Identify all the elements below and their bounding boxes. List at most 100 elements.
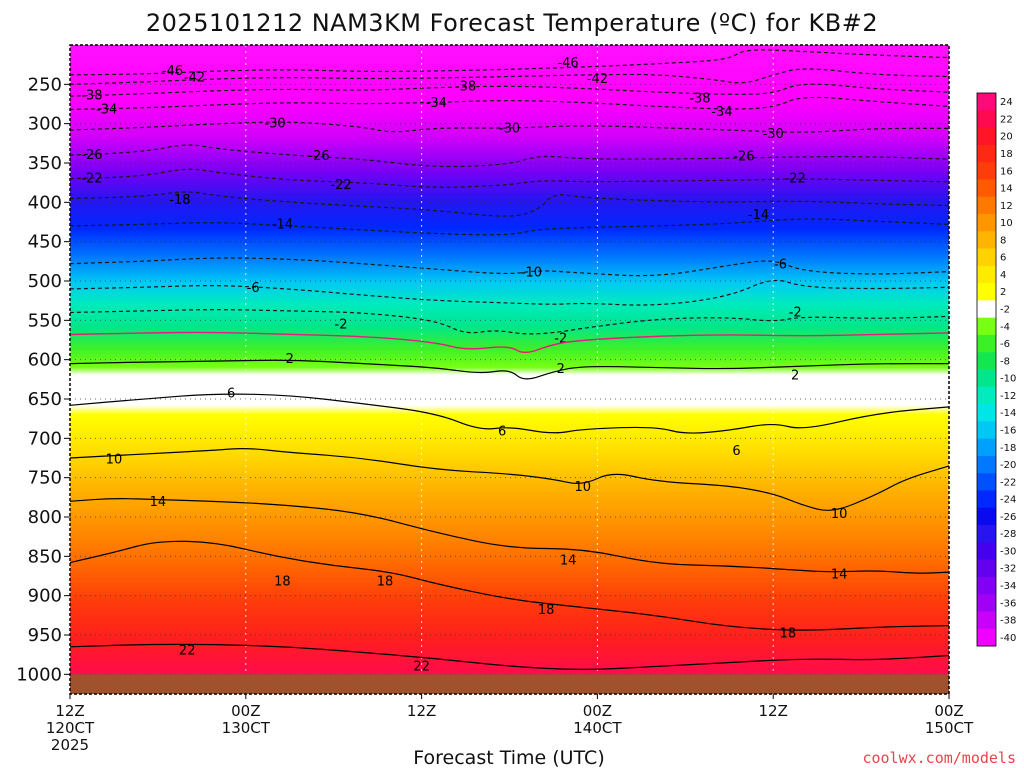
colorbar-swatch bbox=[977, 162, 996, 180]
colorbar-tick-label: 16 bbox=[1000, 166, 1013, 177]
colorbar-tick-label: 6 bbox=[1000, 253, 1006, 264]
contour-label: -22 bbox=[785, 172, 806, 187]
colorbar-tick-label: -22 bbox=[1000, 477, 1016, 488]
colorbar-swatch bbox=[977, 386, 996, 405]
contour-label: 18 bbox=[377, 575, 394, 590]
colorbar-swatch bbox=[977, 196, 996, 215]
colorbar-tick-label: -38 bbox=[1000, 616, 1016, 627]
contour-label: 14 bbox=[560, 553, 577, 568]
colorbar-tick-label: 22 bbox=[1000, 114, 1013, 125]
contour-label: -26 bbox=[733, 150, 754, 165]
colorbar-swatch bbox=[977, 369, 996, 388]
colorbar-swatch bbox=[977, 265, 996, 284]
colorbar-tick-label: 12 bbox=[1000, 201, 1013, 212]
y-tick-label: 750 bbox=[28, 468, 62, 489]
x-tick-label: 12Z bbox=[759, 702, 788, 720]
colorbar-swatch bbox=[977, 300, 996, 319]
colorbar-tick-label: -20 bbox=[1000, 460, 1016, 471]
contour-label: -46 bbox=[162, 64, 183, 79]
colorbar-swatch bbox=[977, 507, 996, 526]
y-tick-label: 800 bbox=[28, 507, 62, 528]
contour-label: -38 bbox=[689, 91, 710, 106]
y-tick-label: 350 bbox=[28, 153, 62, 174]
colorbar-swatch bbox=[977, 490, 996, 509]
colorbar-tick-label: -14 bbox=[1000, 408, 1016, 419]
colorbar-tick-label: -2 bbox=[1000, 305, 1010, 316]
contour-label: -42 bbox=[184, 70, 205, 85]
contour-line-22 bbox=[69, 643, 950, 670]
colorbar-tick-label: -18 bbox=[1000, 443, 1016, 454]
colorbar-swatch bbox=[977, 421, 996, 440]
contour-label: -26 bbox=[81, 148, 102, 163]
contour-label: -34 bbox=[426, 96, 447, 111]
contour-label: -38 bbox=[81, 88, 102, 103]
plot-frame bbox=[69, 44, 950, 695]
colorbar-tick-label: 14 bbox=[1000, 184, 1013, 195]
colorbar-tick-label: -40 bbox=[1000, 633, 1016, 644]
contour-label: -18 bbox=[169, 193, 190, 208]
contour-label: -30 bbox=[763, 127, 784, 142]
contour-line--22 bbox=[69, 168, 950, 188]
contour-label: 14 bbox=[831, 567, 848, 582]
contour-label: 18 bbox=[538, 603, 555, 618]
x-tick-date-label: 150CT bbox=[925, 719, 974, 737]
contour-label: 2 bbox=[791, 368, 799, 383]
contour-label: -22 bbox=[330, 178, 351, 193]
contour-line--34 bbox=[69, 96, 950, 111]
colorbar-tick-label: -36 bbox=[1000, 598, 1016, 609]
colorbar-tick-label: -16 bbox=[1000, 426, 1016, 437]
isotherm-contours: -46-46-42 -42-38-38-38-34 -34-34-30 -30 -30-… bbox=[69, 49, 950, 674]
contour-label: -2 bbox=[789, 305, 802, 320]
y-tick-label: 900 bbox=[28, 586, 62, 607]
colorbar-tick-label: -12 bbox=[1000, 391, 1016, 402]
colorbar-swatch bbox=[977, 576, 996, 595]
contour-label: 6 bbox=[498, 424, 506, 439]
colorbar-swatch bbox=[977, 559, 996, 578]
colorbar-tick-label: -32 bbox=[1000, 564, 1016, 575]
colorbar-swatch bbox=[977, 317, 996, 336]
colorbar-tick-label: -4 bbox=[1000, 322, 1010, 333]
colorbar-swatch bbox=[977, 93, 996, 111]
colorbar-frame bbox=[976, 92, 997, 647]
y-tick-label: 600 bbox=[28, 350, 62, 371]
x-tick-label: 00Z bbox=[934, 702, 963, 720]
y-tick-label: 250 bbox=[28, 74, 62, 95]
colorbar-swatch bbox=[977, 594, 996, 612]
contour-label: -6 bbox=[247, 281, 260, 296]
x-tick-label: 12Z bbox=[55, 702, 84, 720]
colorbar-tick-label: 24 bbox=[1000, 97, 1013, 108]
colorbar-tick-label: 10 bbox=[1000, 218, 1013, 229]
contour-line--18 bbox=[69, 191, 950, 217]
colorbar-tick-label: -34 bbox=[1000, 581, 1016, 592]
contour-line--6 bbox=[69, 279, 950, 306]
colorbar-swatch bbox=[977, 144, 996, 163]
y-tick-label: 550 bbox=[28, 310, 62, 331]
x-tick-date-label: 130CT bbox=[222, 719, 271, 737]
contour-label: -42 bbox=[587, 72, 608, 87]
y-tick-label: 400 bbox=[28, 192, 62, 213]
colorbar-swatch bbox=[977, 455, 996, 474]
contour-label: -2 bbox=[335, 317, 348, 332]
x-axis-label: Forecast Time (UTC) bbox=[413, 747, 604, 768]
colorbar-swatch bbox=[977, 611, 996, 630]
contour-label: -10 bbox=[521, 265, 542, 280]
colorbar-swatch bbox=[977, 179, 996, 198]
x-tick-year-label: 2025 bbox=[51, 736, 89, 754]
y-tick-label: 300 bbox=[28, 114, 62, 135]
contour-line--2 bbox=[69, 309, 950, 335]
contour-label: -6 bbox=[774, 257, 787, 272]
contour-line-14 bbox=[69, 498, 950, 574]
contour-label: 10 bbox=[574, 480, 591, 495]
contour-line--30 bbox=[69, 121, 949, 133]
colorbar-swatch bbox=[977, 283, 996, 301]
contour-line--38 bbox=[69, 83, 950, 97]
contour-label: -22 bbox=[81, 172, 102, 187]
contour-label: 10 bbox=[831, 507, 848, 522]
chart-title: 2025101212 NAM3KM Forecast Temperature (… bbox=[146, 9, 878, 37]
contour-label: 22 bbox=[179, 644, 196, 659]
contour-label: -30 bbox=[264, 117, 285, 132]
colorbar-swatch bbox=[977, 248, 996, 267]
contour-line--26 bbox=[69, 144, 950, 168]
colorbar-swatch bbox=[977, 404, 996, 422]
